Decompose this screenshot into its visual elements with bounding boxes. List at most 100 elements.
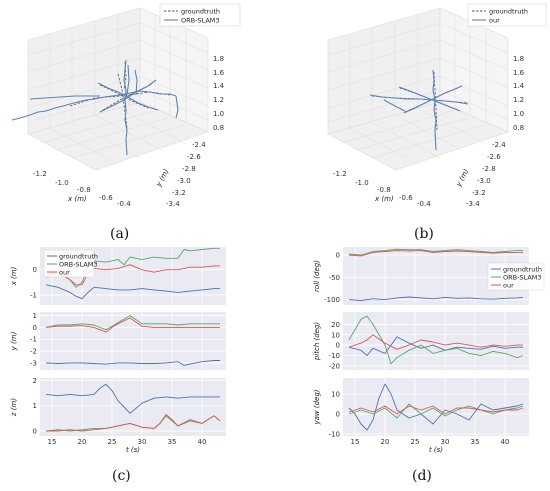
series-line-groundtruth [348, 383, 524, 431]
x-tick-label: 25 [411, 438, 420, 446]
z-tick: 1.2 [513, 96, 524, 104]
x-tick: -1.0 [55, 179, 69, 187]
x-tick: -1.0 [355, 179, 369, 187]
subplot-yaw: -10 0 10 yaw (deg) 15 20 25 30 35 40 t (s) [313, 378, 529, 454]
panel-label-a: (a) [110, 226, 129, 242]
y-tick: -3.2 [172, 189, 186, 197]
y-tick-label: 10 [331, 391, 340, 399]
y-tick: -2.8 [182, 165, 196, 173]
legend-box [159, 3, 241, 27]
series-line-orb-slam3 [45, 247, 220, 288]
pane-floor [27, 101, 209, 171]
z-tick: 1.0 [513, 110, 524, 118]
x-tick: -0.4 [417, 200, 431, 208]
y-tick-label: -1 [30, 336, 37, 344]
y-tick-label: 1 [33, 402, 37, 410]
legend-label: groundtruth [489, 8, 528, 16]
subplot-z: 0 1 2 z (m) 15 20 25 30 35 40 t (s) [10, 377, 226, 454]
series-line-our [45, 317, 220, 333]
series-line-our [46, 414, 221, 432]
series-line-our [45, 264, 220, 286]
legend: groundtruth ORB-SLAM3 [159, 3, 241, 27]
y-tick-label: -10 [329, 352, 340, 360]
y-tick: -2.6 [487, 153, 501, 161]
series-line-our [348, 334, 523, 350]
panel-label-b: (b) [414, 226, 434, 242]
y-tick-label: -3 [30, 359, 37, 367]
legend-label: ORB-SLAM3 [59, 260, 98, 268]
series-line-groundtruth [45, 383, 220, 414]
y-axis-label: y (m) [10, 331, 18, 351]
pane-floor [327, 101, 509, 171]
x-axis-label: t (s) [126, 446, 140, 454]
y-axis-label: x (m) [10, 266, 18, 286]
series-line-orb-slam3 [348, 403, 524, 419]
legend-label: our [489, 17, 500, 25]
legend-label: our [503, 281, 514, 289]
z-tick: 1.4 [513, 82, 525, 90]
y-tick: -3.4 [166, 200, 180, 208]
subplot-pitch: -20 -10 0 10 20 pitch (deg) [313, 312, 529, 370]
y-tick: -2.6 [187, 153, 201, 161]
y-tick-label: 0 [336, 411, 340, 419]
our-trajectory [369, 69, 469, 151]
legend-label: our [59, 268, 70, 276]
series-line-groundtruth [45, 360, 220, 366]
x-tick: -0.6 [399, 194, 413, 202]
y-tick-label: 2 [33, 377, 37, 385]
subplot-x: -1 0 x (m) [10, 247, 226, 305]
x-tick-label: 15 [351, 438, 360, 446]
x-tick-label: 35 [471, 438, 480, 446]
y-tick-label: 10 [331, 331, 340, 339]
x-tick: -0.6 [99, 194, 113, 202]
x-tick-label: 15 [48, 438, 57, 446]
y-tick-label: -20 [329, 362, 340, 370]
legend: groundtruth our [467, 3, 547, 27]
y-tick: -2.8 [482, 165, 496, 173]
plot-background [40, 378, 226, 436]
x-tick-label: 30 [138, 438, 147, 446]
x-tick: -1.2 [333, 170, 347, 178]
panel-c-position-plots: -1 0 x (m) -3 -2 -1 0 1 y (m) 0 1 2 z (m) 15 20 25 30 35 4… [10, 247, 226, 454]
y-tick-label: 0 [336, 252, 340, 260]
y-tick-label: -1 [30, 291, 37, 299]
x-tick: -0.8 [77, 186, 91, 194]
series-line-orb-slam3 [45, 315, 220, 331]
panel-a-3d-plot: 1.8 1.6 1.4 1.2 1.0 0.8 -2.4 -2.6 -2.8 -… [11, 3, 241, 242]
x-tick-label: 35 [168, 438, 177, 446]
pane-grid [27, 14, 209, 165]
x-tick: -0.8 [377, 186, 391, 194]
x-axis-label: x (m) [374, 195, 394, 203]
x-tick-label: 40 [198, 438, 207, 446]
z-tick: 1.8 [213, 55, 224, 63]
y-tick: -3.0 [477, 177, 491, 185]
legend-box [467, 3, 547, 27]
y-axis-label: z (m) [10, 398, 18, 417]
z-tick: 1.6 [513, 69, 525, 77]
series-line-groundtruth [348, 296, 524, 301]
x-tick-label: 30 [441, 438, 450, 446]
y-tick-label: -10 [329, 431, 340, 439]
series-line-our [348, 405, 524, 415]
x-axis-label: t (s) [429, 446, 443, 454]
legend-label: groundtruth [59, 252, 98, 260]
legend-label: groundtruth [503, 265, 542, 273]
z-tick: 0.8 [213, 124, 224, 132]
plot-background [40, 312, 226, 370]
y-tick: -2.4 [192, 141, 206, 149]
series-line-orb-slam3 [348, 248, 523, 256]
y-axis-label: roll (deg) [313, 260, 321, 292]
x-tick-label: 25 [108, 438, 117, 446]
y-tick-label: -2 [30, 348, 37, 356]
x-tick: -0.4 [117, 200, 131, 208]
y-tick-label: -100 [324, 296, 340, 304]
panel-label-d: (d) [412, 468, 432, 484]
y-axis-label: y (m) [454, 167, 470, 188]
y-tick-label: 0 [336, 342, 340, 350]
y-axis-label: pitch (deg) [313, 322, 321, 362]
x-tick-label: 20 [381, 438, 390, 446]
